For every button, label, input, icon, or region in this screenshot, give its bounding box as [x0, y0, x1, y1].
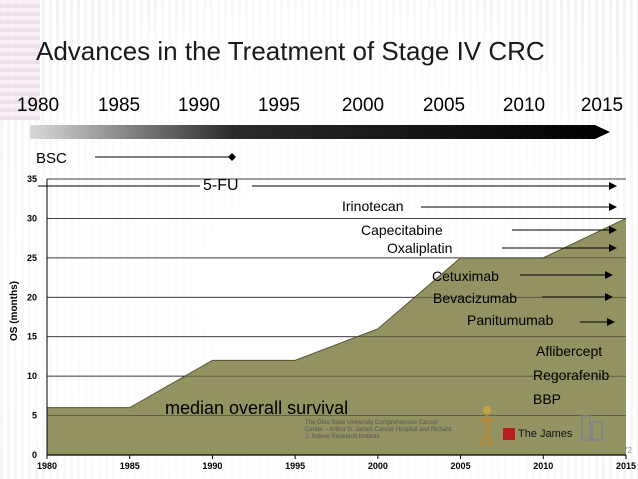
- bsc-label: BSC: [36, 150, 67, 167]
- treatment-label-regorafenib: Regorafenib: [533, 367, 610, 383]
- treatment-label-aflibercept: Aflibercept: [536, 343, 603, 359]
- treatment-arrows: [38, 153, 617, 326]
- treatment-label-oxaliplatin: Oxaliplatin: [387, 240, 453, 256]
- y-tick-label: 15: [27, 332, 37, 342]
- timeline-year: 2015: [580, 95, 624, 116]
- james-logo-square: [503, 428, 515, 440]
- bsc-end-diamond: [228, 153, 236, 161]
- axes: [46, 179, 626, 456]
- corner-decoration: [0, 0, 40, 120]
- x-tick-label: 2005: [451, 461, 471, 471]
- timeline-year: 2005: [422, 95, 466, 116]
- x-tick-label: 1980: [37, 461, 57, 471]
- y-tick-label: 20: [27, 292, 37, 302]
- x-tick-label: 1995: [285, 461, 305, 471]
- y-tick-label: 35: [27, 174, 37, 184]
- y-tick-label: 5: [32, 411, 37, 421]
- y-tick-label: 30: [27, 213, 37, 223]
- timeline-year: 1990: [177, 95, 221, 116]
- james-logo-text: The James: [518, 428, 573, 440]
- tick-labels: 0 5 10 15 20 25 30 35 1980 1985 1990 1995 2000 2005 20…: [27, 174, 636, 471]
- area-series: [47, 217, 627, 455]
- page-number: 72: [623, 446, 632, 455]
- treatment-label-bevacizumab: Bevacizumab: [433, 290, 518, 306]
- x-tick-label: 1985: [120, 461, 140, 471]
- osu-footer-text: The Ohio State University Comprehensive …: [305, 420, 452, 440]
- treatment-label-cetuximab: Cetuximab: [432, 268, 499, 284]
- timeline-year: 1995: [257, 95, 301, 116]
- timeline-year: 1980: [16, 95, 60, 116]
- timeline-year: 1985: [97, 95, 141, 116]
- x-tick-label: 2000: [368, 461, 388, 471]
- os-area: [47, 218, 626, 455]
- nci-logo-icon: [581, 415, 603, 441]
- x-tick-label: 2010: [533, 461, 553, 471]
- timeline-arrow: [30, 125, 610, 139]
- timeline-year: 2000: [341, 95, 385, 116]
- y-axis-label: OS (months): [9, 281, 20, 341]
- treatment-label-bbp: BBP: [533, 391, 562, 407]
- area-label: median overall survival: [165, 398, 349, 418]
- treatment-label-5fu: 5-FU: [203, 177, 239, 194]
- treatment-label-panitumumab: Panitumumab: [467, 312, 554, 328]
- y-tick-label: 0: [32, 450, 37, 460]
- treatment-label-irinotecan: Irinotecan: [342, 198, 404, 214]
- y-tick-label: 10: [27, 371, 37, 381]
- treatment-label-capecitabine: Capecitabine: [361, 222, 443, 238]
- y-tick-label: 25: [27, 253, 37, 263]
- slide-title: Advances in the Treatment of Stage IV CR…: [36, 36, 545, 66]
- x-tick-label: 1990: [202, 461, 222, 471]
- timeline-year: 2010: [502, 95, 546, 116]
- x-tick-label: 2015: [616, 461, 636, 471]
- james-logo-icon: [479, 406, 495, 447]
